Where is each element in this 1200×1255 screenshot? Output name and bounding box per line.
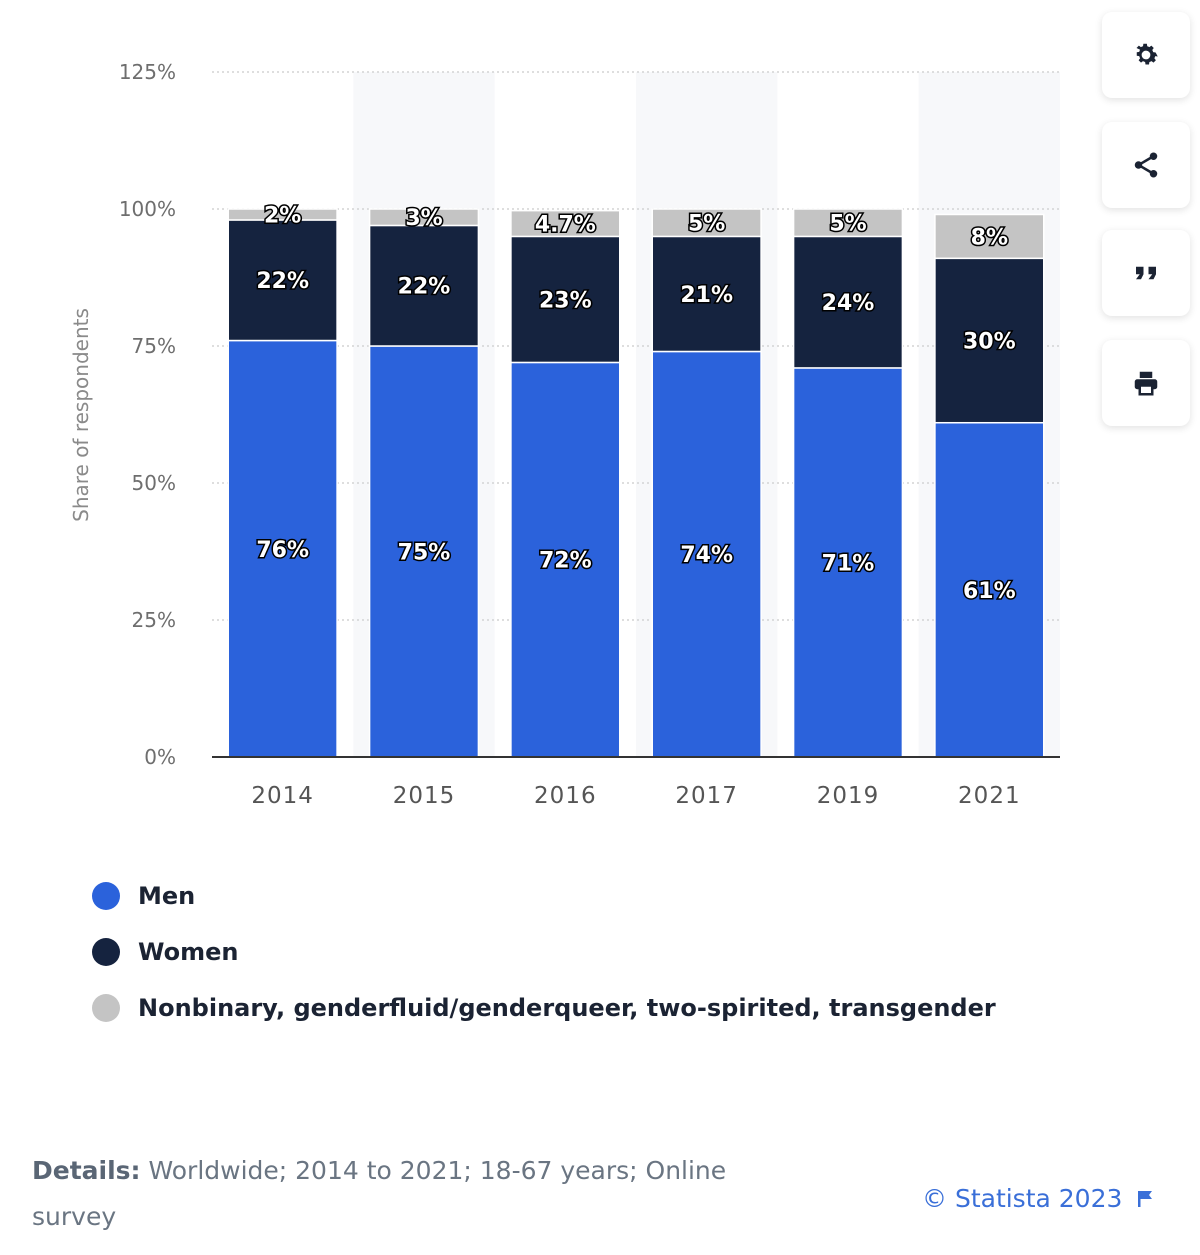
data-label: 22% (256, 269, 309, 294)
details-label: Details: (32, 1156, 141, 1185)
gear-icon (1136, 43, 1158, 65)
bar-segment[interactable] (227, 219, 338, 342)
y-tick-label: 50% (132, 471, 176, 495)
legend-label: Nonbinary, genderfluid/genderqueer, two-… (138, 994, 996, 1022)
y-tick-label: 25% (132, 608, 176, 632)
data-label: 24% (822, 291, 875, 316)
bar-segment[interactable] (227, 339, 338, 758)
legend-swatch-women (92, 938, 120, 966)
bar-segment[interactable] (368, 224, 480, 347)
bar-segment[interactable] (510, 235, 621, 364)
details-text: Details: Worldwide; 2014 to 2021; 18-67 … (32, 1148, 772, 1240)
bar-segment[interactable] (651, 235, 762, 353)
data-label: 72% (539, 549, 592, 574)
bar-segment[interactable] (934, 421, 1045, 758)
data-label: 3% (405, 206, 442, 231)
bar-segment[interactable] (368, 208, 480, 227)
legend: Men Women Nonbinary, genderfluid/genderq… (92, 868, 996, 1036)
bar-segment[interactable] (227, 208, 338, 221)
x-tick-label: 2016 (534, 783, 597, 809)
legend-item-men[interactable]: Men (92, 868, 996, 924)
x-tick-label: 2015 (393, 783, 456, 809)
bar-segment[interactable] (510, 209, 621, 238)
x-axis-labels: 2014 2015 2016 2017 2019 2021 (251, 783, 1021, 809)
flag-icon (1138, 1190, 1153, 1207)
settings-button[interactable] (1102, 12, 1190, 98)
legend-item-nonbinary[interactable]: Nonbinary, genderfluid/genderqueer, two-… (92, 980, 996, 1036)
legend-label: Men (138, 882, 196, 910)
data-label: 74% (680, 543, 733, 568)
y-tick-label: 0% (144, 745, 176, 769)
bar-segment[interactable] (651, 350, 762, 758)
legend-swatch-nonbinary (92, 994, 120, 1022)
data-label: 75% (398, 541, 451, 566)
y-tick-label: 100% (119, 197, 176, 221)
data-label: 5% (829, 212, 866, 237)
data-label: 8% (971, 225, 1008, 250)
quote-icon (1136, 266, 1156, 280)
legend-swatch-men (92, 882, 120, 910)
bar-segment[interactable] (651, 208, 762, 238)
bar-segment[interactable] (934, 213, 1045, 260)
y-tick-label: 125% (119, 60, 176, 84)
copyright-link[interactable]: © Statista 2023 (922, 1184, 1154, 1213)
x-tick-label: 2014 (251, 783, 314, 809)
data-label: 5% (688, 212, 725, 237)
data-label: 2% (264, 203, 301, 228)
cite-button[interactable] (1102, 230, 1190, 316)
stacked-bar-chart: 76% 22% 2% 75% 22% 3% 72% 23% 4.7% 74% 21% 5% 71% 24%… (69, 60, 1060, 809)
x-tick-label: 2017 (675, 783, 738, 809)
bar-segment[interactable] (792, 367, 904, 758)
share-icon (1134, 152, 1158, 178)
data-label: 23% (539, 288, 592, 313)
print-icon (1134, 371, 1158, 396)
data-label: 4.7% (535, 213, 596, 238)
y-tick-label: 75% (132, 334, 176, 358)
data-label: 30% (963, 330, 1016, 355)
share-button[interactable] (1102, 122, 1190, 208)
data-label: 21% (680, 283, 733, 308)
data-label: 22% (398, 275, 451, 300)
data-label: 76% (256, 538, 309, 563)
x-tick-label: 2021 (958, 783, 1021, 809)
data-label: 71% (822, 551, 875, 576)
legend-item-women[interactable]: Women (92, 924, 996, 980)
bars: 76% 22% 2% 75% 22% 3% 72% 23% 4.7% 74% 21% 5% 71% 24%… (227, 202, 1045, 758)
data-label: 61% (963, 579, 1016, 604)
y-axis-ticks: 0% 25% 50% 75% 100% 125% (119, 60, 176, 769)
bar-segment[interactable] (792, 235, 904, 369)
details-value: Worldwide; 2014 to 2021; 18-67 years; On… (32, 1156, 727, 1231)
legend-label: Women (138, 938, 239, 966)
y-axis-title: Share of respondents (69, 308, 93, 522)
x-tick-label: 2019 (817, 783, 880, 809)
print-button[interactable] (1102, 340, 1190, 426)
bar-segment[interactable] (792, 208, 904, 238)
copyright-text: © Statista 2023 (922, 1184, 1123, 1213)
gridlines (212, 71, 1060, 621)
